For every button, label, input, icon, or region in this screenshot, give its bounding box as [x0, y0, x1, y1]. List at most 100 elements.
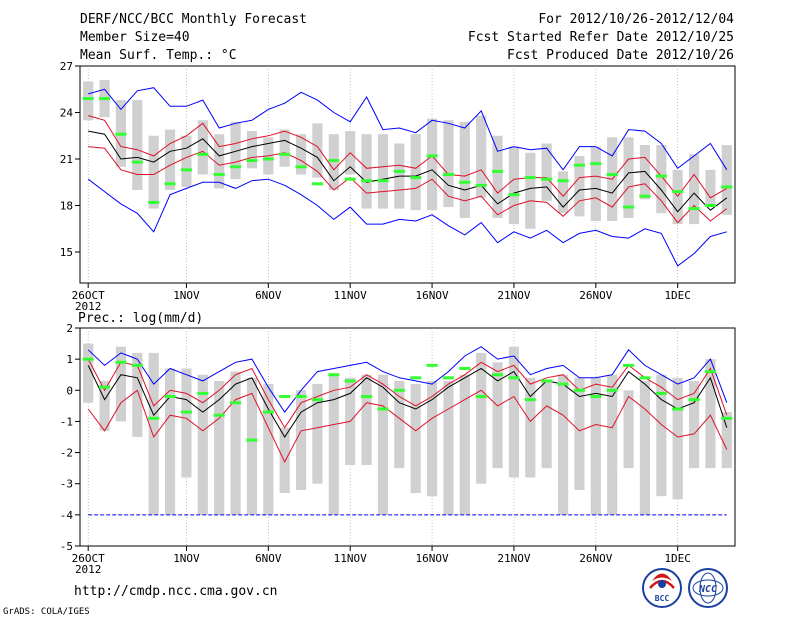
- precipitation-obs-marker: [98, 385, 111, 389]
- temperature-obs-marker: [475, 183, 487, 187]
- precipitation-envelope-max-line: [87, 346, 728, 413]
- precipitation-obs-marker: [541, 379, 553, 383]
- temperature-obs-marker: [180, 168, 193, 172]
- precipitation-plot-frame: [79, 327, 736, 547]
- temperature-member-box: [557, 171, 569, 214]
- precipitation-y-tick-label: -2: [60, 447, 73, 460]
- precipitation-obs-marker: [721, 416, 733, 420]
- temperature-obs-marker: [197, 152, 209, 156]
- precipitation-member-box: [246, 377, 258, 515]
- temperature-obs-marker: [360, 179, 373, 183]
- precipitation-member-box: [328, 374, 339, 515]
- bcc-logo-text: BCC: [655, 594, 670, 603]
- precipitation-obs-marker: [704, 370, 717, 374]
- temperature-obs-marker: [115, 132, 127, 136]
- precipitation-obs-marker: [82, 357, 94, 361]
- precipitation-x-tick-label: 21NOV: [497, 552, 530, 565]
- temperature-member-box: [148, 135, 159, 209]
- precipitation-obs-marker: [360, 395, 373, 399]
- precipitation-x-tick-label: 6NOV: [255, 552, 282, 565]
- precipitation-obs-marker: [606, 388, 618, 392]
- precipitation-member-box: [508, 346, 520, 478]
- precipitation-obs-marker: [426, 363, 438, 367]
- precipitation-member-box: [459, 374, 470, 515]
- temperature-obs-marker: [131, 160, 143, 164]
- precipitation-y-tick-label: 1: [66, 353, 73, 366]
- precipitation-obs-marker: [622, 363, 635, 367]
- produced-date: Fcst Produced Date 2012/10/26: [507, 48, 734, 63]
- temperature-member-box: [132, 100, 143, 190]
- precipitation-obs-marker: [180, 410, 193, 414]
- temperature-ensemble-mean-line: [88, 130, 728, 213]
- precipitation-member-box: [295, 390, 307, 490]
- temperature-obs-marker: [442, 173, 455, 176]
- precipitation-x-tick-label: 11NOV: [334, 552, 367, 565]
- precipitation-y-tick-label: 2: [66, 322, 73, 335]
- temperature-y-tick-label: 27: [60, 60, 73, 73]
- precipitation-x-tick-label: 16NOV: [416, 552, 449, 565]
- temperature-member-box: [164, 129, 176, 190]
- precipitation-spread-upper-line: [87, 358, 728, 429]
- precipitation-member-box: [607, 374, 618, 515]
- precipitation-obs-marker: [393, 388, 405, 392]
- precipitation-obs-marker: [491, 373, 504, 377]
- temperature-x-tick-label: 26NOV: [579, 289, 612, 302]
- precipitation-member-box: [197, 374, 208, 515]
- precipitation-obs-marker: [475, 395, 487, 399]
- temperature-member-box: [656, 145, 667, 214]
- temperature-obs-marker: [557, 179, 569, 183]
- temperature-obs-marker: [311, 182, 324, 186]
- temperature-chart: 15 18 21 24 27 26OCT 1NOV 6NOV 11NOV 16NOV 21NOV 26…: [60, 60, 736, 313]
- temperature-member-box: [508, 146, 520, 225]
- precipitation-obs-marker: [295, 395, 307, 399]
- precip-axis-title: Prec.: log(mm/d): [78, 311, 203, 326]
- precipitation-member-box: [541, 380, 552, 469]
- temperature-member-box: [181, 135, 192, 187]
- precipitation-y-tick-label: 0: [66, 384, 73, 397]
- precipitation-obs-marker: [115, 360, 127, 364]
- temperature-obs-marker: [393, 169, 405, 173]
- temperature-member-box: [83, 81, 94, 121]
- temperature-x-tick-label: 1DEC: [664, 289, 691, 302]
- precipitation-member-box: [656, 374, 667, 497]
- temperature-obs-marker: [82, 97, 94, 101]
- temperature-member-box: [377, 134, 389, 209]
- temperature-obs-marker: [590, 162, 602, 166]
- precipitation-x-tick-label: 1NOV: [173, 552, 200, 565]
- temperature-obs-marker: [491, 169, 504, 173]
- precipitation-obs-marker: [524, 398, 536, 402]
- temperature-obs-marker: [262, 157, 274, 161]
- temperature-x-tick-label: 26OCT: [72, 289, 105, 302]
- temperature-member-box: [214, 134, 225, 189]
- temperature-member-box: [688, 154, 700, 225]
- precipitation-obs-marker: [164, 395, 176, 399]
- precipitation-obs-marker: [639, 376, 651, 380]
- precipitation-x-tick-label: 26OCT: [72, 552, 105, 565]
- temperature-spread-lower-line: [88, 146, 728, 224]
- source-url[interactable]: http://cmdp.ncc.cma.gov.cn: [74, 584, 278, 599]
- figure-title: DERF/NCC/BCC Monthly Forecast: [80, 12, 307, 27]
- temperature-obs-marker: [98, 97, 111, 101]
- variable-label: Mean Surf. Temp.: °C: [80, 48, 237, 63]
- temperature-obs-marker: [295, 165, 307, 169]
- precipitation-obs-marker: [311, 398, 324, 402]
- temperature-member-box: [295, 134, 307, 175]
- precipitation-member-box: [443, 380, 454, 515]
- precipitation-obs-marker: [131, 363, 143, 367]
- temperature-member-box: [246, 131, 258, 169]
- ncc-logo-text: NCC: [698, 584, 717, 595]
- precipitation-obs-marker: [573, 388, 586, 392]
- temperature-obs-marker: [246, 159, 258, 163]
- temperature-obs-marker: [410, 176, 422, 180]
- precipitation-member-box: [99, 380, 110, 431]
- precipitation-member-box: [214, 380, 225, 515]
- precipitation-obs-marker: [213, 413, 225, 417]
- temperature-member-box: [541, 143, 552, 201]
- precipitation-member-box: [279, 427, 290, 494]
- temperature-obs-marker: [213, 173, 225, 176]
- precipitation-member-box: [230, 371, 241, 515]
- temperature-member-box: [197, 120, 208, 175]
- precipitation-obs-marker: [279, 395, 291, 399]
